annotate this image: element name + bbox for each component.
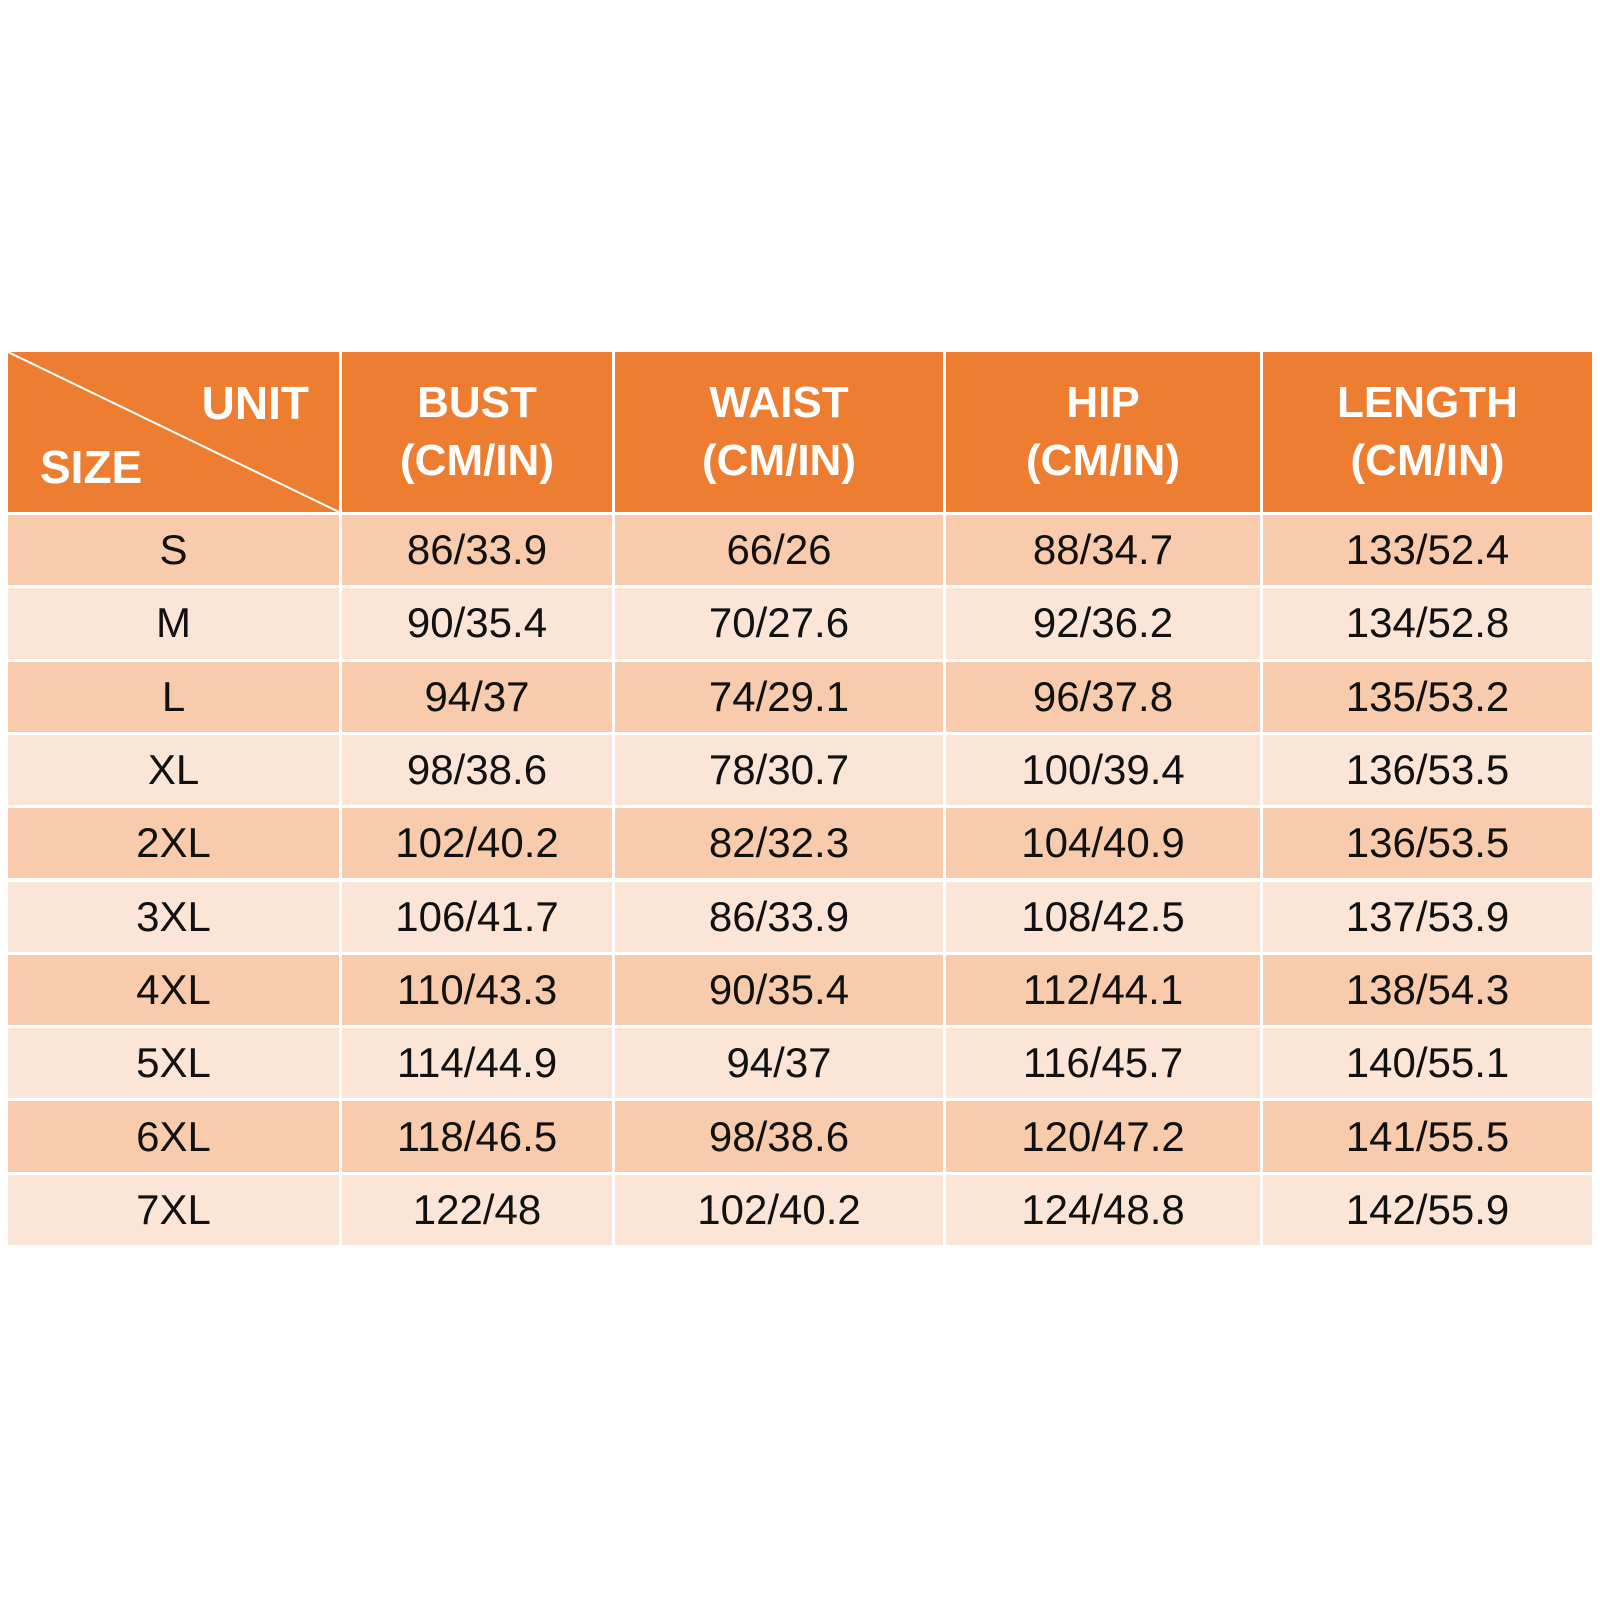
value-cell: 96/37.8 — [946, 661, 1260, 732]
value-cell: 134/52.8 — [1263, 588, 1592, 659]
value-cell: 118/46.5 — [342, 1101, 612, 1172]
value-cell: 74/29.1 — [615, 661, 943, 732]
size-cell: 3XL — [8, 881, 339, 952]
size-cell: 5XL — [8, 1028, 339, 1099]
column-unit: (CM/IN) — [702, 436, 856, 485]
header-cell: WAIST (CM/IN) — [615, 352, 943, 512]
value-cell: 108/42.5 — [946, 881, 1260, 952]
column-name: LENGTH — [1337, 378, 1518, 427]
column-name: BUST — [417, 378, 537, 427]
value-cell: 136/53.5 — [1263, 808, 1592, 879]
column-name: WAIST — [709, 378, 849, 427]
value-cell: 88/34.7 — [946, 515, 1260, 586]
size-cell: XL — [8, 734, 339, 806]
unit-label: UNIT — [201, 377, 309, 429]
column-unit: (CM/IN) — [1026, 436, 1180, 485]
value-cell: 138/54.3 — [1263, 954, 1592, 1026]
value-cell: 92/36.2 — [946, 588, 1260, 659]
size-cell: M — [8, 588, 339, 659]
value-cell: 86/33.9 — [615, 881, 943, 952]
value-cell: 94/37 — [615, 1028, 943, 1099]
value-cell: 112/44.1 — [946, 954, 1260, 1026]
value-cell: 100/39.4 — [946, 734, 1260, 806]
value-cell: 98/38.6 — [342, 734, 612, 806]
diagonal — [8, 352, 339, 512]
value-cell: 142/55.9 — [1263, 1174, 1592, 1245]
value-cell: 78/30.7 — [615, 734, 943, 806]
value-cell: 124/48.8 — [946, 1174, 1260, 1245]
size-cell: S — [8, 515, 339, 586]
value-cell: 104/40.9 — [946, 808, 1260, 879]
column-unit: (CM/IN) — [1350, 436, 1505, 485]
column-name: HIP — [1066, 378, 1140, 427]
size-label: SIZE — [40, 441, 143, 493]
value-cell: 135/53.2 — [1263, 661, 1592, 732]
value-cell: 133/52.4 — [1263, 515, 1592, 586]
value-cell: 86/33.9 — [342, 515, 612, 586]
value-cell: 114/44.9 — [342, 1028, 612, 1099]
size-cell: 6XL — [8, 1101, 339, 1172]
value-cell: 140/55.1 — [1263, 1028, 1592, 1099]
value-cell: 136/53.5 — [1263, 734, 1592, 806]
value-cell: 137/53.9 — [1263, 881, 1592, 952]
header-cell: HIP (CM/IN) — [946, 352, 1260, 512]
corner-cell: UNIT SIZE — [8, 352, 339, 512]
size-cell: 2XL — [8, 808, 339, 879]
column-unit: (CM/IN) — [400, 436, 554, 485]
value-cell: 102/40.2 — [615, 1174, 943, 1245]
value-cell: 106/41.7 — [342, 881, 612, 952]
size-cell: 7XL — [8, 1174, 339, 1245]
value-cell: 98/38.6 — [615, 1101, 943, 1172]
value-cell: 116/45.7 — [946, 1028, 1260, 1099]
value-cell: 141/55.5 — [1263, 1101, 1592, 1172]
value-cell: 70/27.6 — [615, 588, 943, 659]
value-cell: 102/40.2 — [342, 808, 612, 879]
value-cell: 82/32.3 — [615, 808, 943, 879]
header-cell: LENGTH (CM/IN) — [1263, 352, 1592, 512]
value-cell: 122/48 — [342, 1174, 612, 1245]
value-cell: 90/35.4 — [615, 954, 943, 1026]
size-cell: L — [8, 661, 339, 732]
value-cell: 120/47.2 — [946, 1101, 1260, 1172]
value-cell: 94/37 — [342, 661, 612, 732]
value-cell: 66/26 — [615, 515, 943, 586]
value-cell: 90/35.4 — [342, 588, 612, 659]
value-cell: 110/43.3 — [342, 954, 612, 1026]
size-cell: 4XL — [8, 954, 339, 1026]
header-cell: BUST (CM/IN) — [342, 352, 612, 512]
